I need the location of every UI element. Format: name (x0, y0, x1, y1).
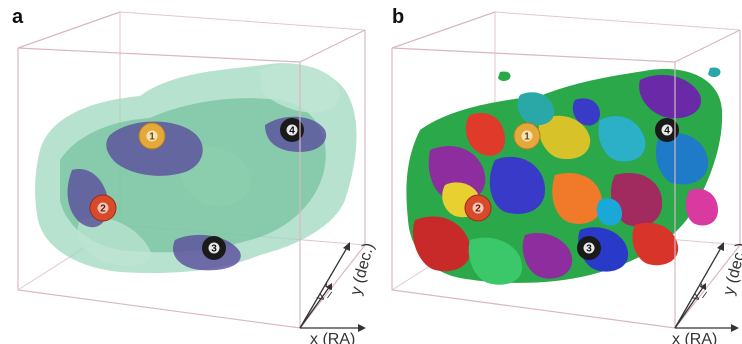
marker-b-4[interactable]: 4 (655, 118, 679, 142)
marker-b-2[interactable]: 2 (464, 194, 492, 222)
marker-a-1[interactable]: 1 (138, 122, 166, 150)
panel-a: 1 2 3 4 (17, 11, 378, 344)
marker-b-4-number: 4 (664, 126, 670, 137)
marker-b-2-center (472, 202, 484, 214)
marker-a-1-center (146, 130, 158, 142)
marker-b-3-center (583, 242, 595, 254)
marker-a-1-number: 1 (149, 132, 155, 143)
marker-a-4-center (286, 124, 298, 136)
marker-b-2-number: 2 (475, 204, 481, 215)
axes-a (299, 242, 366, 332)
marker-a-4-number: 4 (289, 126, 295, 137)
marker-b-3-number: 3 (586, 244, 592, 255)
marker-b-1-number: 1 (524, 132, 530, 143)
axes-b (674, 242, 739, 332)
marker-a-3[interactable]: 3 (202, 236, 226, 260)
marker-b-1-center (521, 130, 533, 142)
marker-a-3-number: 3 (211, 244, 217, 255)
marker-a-2-center (97, 202, 109, 214)
segmented-clumps-b (406, 67, 723, 285)
axis-label-a-y: y (dec.) (347, 241, 377, 297)
panel-label-b: b (392, 6, 405, 28)
axis-label-a-x: x (RA) (310, 331, 355, 344)
marker-a-3-center (208, 242, 220, 254)
panel-label-a: a (12, 6, 24, 28)
marker-b-1[interactable]: 1 (513, 122, 541, 150)
marker-a-2-number: 2 (100, 204, 106, 215)
marker-b-4-center (661, 124, 673, 136)
panel-b: 1 2 3 4 (391, 11, 742, 344)
marker-a-4[interactable]: 4 (280, 118, 304, 142)
marker-b-3[interactable]: 3 (577, 236, 601, 260)
marker-a-2[interactable]: 2 (89, 194, 117, 222)
axis-label-b-x: x (RA) (672, 331, 717, 344)
cube-b-front-edges (391, 11, 741, 329)
